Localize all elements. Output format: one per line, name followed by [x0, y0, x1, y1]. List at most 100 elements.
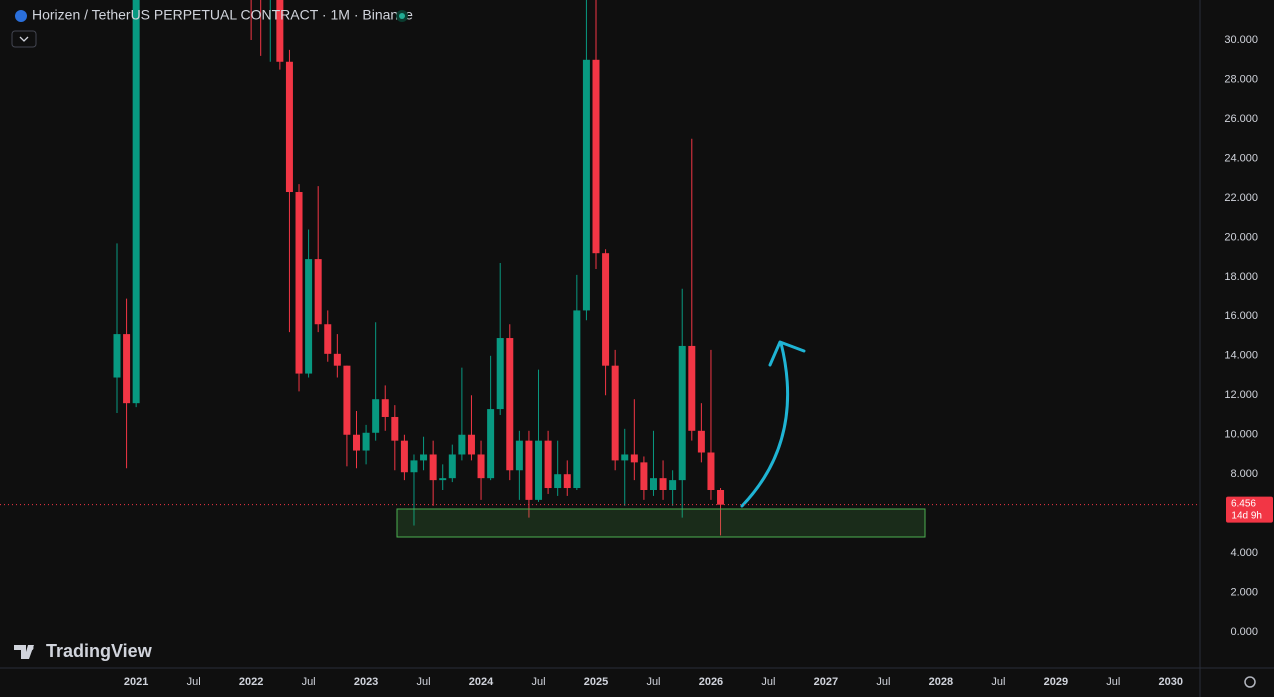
- candle-body: [496, 338, 504, 410]
- candle-body: [113, 334, 121, 378]
- candle-body: [515, 440, 523, 471]
- candle-body: [429, 454, 437, 481]
- price-label-box: [1226, 496, 1273, 523]
- candle-body: [640, 462, 648, 490]
- candle-body: [123, 334, 131, 404]
- candle-body: [372, 399, 380, 433]
- candle-body: [132, 0, 140, 404]
- y-tick-label: 30.000: [1224, 34, 1258, 46]
- candle-body: [582, 59, 590, 311]
- candle-body: [439, 478, 447, 481]
- x-tick-label: 2030: [1159, 676, 1183, 688]
- y-tick-label: 0.000: [1230, 626, 1258, 638]
- candle-body: [295, 192, 303, 374]
- candle-body: [506, 338, 514, 471]
- plot-area: [113, 0, 725, 536]
- candle-body: [400, 440, 408, 473]
- candle-body: [535, 440, 543, 500]
- y-tick-label: 20.000: [1224, 231, 1258, 243]
- x-tick-label: 2024: [469, 676, 494, 688]
- candle-body: [544, 440, 552, 489]
- y-tick-label: 12.000: [1224, 389, 1258, 401]
- candle-body: [333, 353, 341, 366]
- candle-body: [276, 0, 284, 62]
- candle-body: [602, 253, 610, 366]
- x-tick-label: Jul: [1106, 676, 1120, 688]
- candle-body: [563, 474, 571, 489]
- y-tick-label: 28.000: [1224, 73, 1258, 85]
- candle-body: [554, 474, 562, 489]
- y-tick-label: 4.000: [1230, 547, 1258, 559]
- candle-body: [477, 454, 485, 479]
- candle-body: [525, 440, 533, 500]
- candle-body: [707, 452, 715, 490]
- x-tick-label: Jul: [417, 676, 431, 688]
- candle-body: [573, 310, 581, 489]
- y-tick-label: 24.000: [1224, 152, 1258, 164]
- candle-body: [391, 416, 399, 441]
- arrow: [740, 341, 790, 508]
- candle-body: [630, 454, 638, 463]
- candle-body: [324, 324, 332, 354]
- candle-body: [592, 59, 600, 254]
- y-tick-label: 26.000: [1224, 113, 1258, 125]
- candle-body: [362, 432, 370, 451]
- x-tick-label: 2027: [814, 676, 838, 688]
- x-tick-label: 2026: [699, 676, 723, 688]
- x-tick-label: 2022: [239, 676, 263, 688]
- candle-body: [448, 454, 456, 479]
- candle-body: [467, 434, 475, 455]
- watermark: TradingView: [46, 641, 153, 661]
- collapse-button[interactable]: [11, 30, 37, 48]
- y-tick-label: 2.000: [1230, 587, 1258, 599]
- chevron: [19, 36, 29, 42]
- x-tick-label: Jul: [646, 676, 660, 688]
- candle-body: [285, 61, 293, 193]
- x-tick-label: 2025: [584, 676, 608, 688]
- candle-body: [649, 478, 657, 490]
- x-tick-label: Jul: [302, 676, 316, 688]
- x-tick-label: Jul: [187, 676, 201, 688]
- arrow-head: [768, 340, 806, 367]
- y-tick-label: 18.000: [1224, 271, 1258, 283]
- x-tick-label: Jul: [761, 676, 775, 688]
- candle-body: [420, 454, 428, 461]
- y-tick-label: 16.000: [1224, 310, 1258, 322]
- x-tick-label: Jul: [876, 676, 890, 688]
- x-tick-label: 2021: [124, 676, 148, 688]
- candle-body: [305, 259, 313, 374]
- candle-body: [697, 430, 705, 453]
- y-tick-label: 8.000: [1230, 468, 1258, 480]
- candle-body: [343, 365, 351, 435]
- candle-body: [669, 480, 677, 490]
- candle-body: [314, 259, 322, 325]
- candle-body: [678, 345, 686, 481]
- status-dot: [399, 13, 405, 19]
- candle-body: [659, 478, 667, 490]
- candle-body: [688, 345, 696, 431]
- price-label: 6.456: [1231, 498, 1256, 509]
- x-tick-label: Jul: [991, 676, 1005, 688]
- candle-body: [487, 409, 495, 479]
- settings-icon[interactable]: [1244, 676, 1256, 688]
- x-tick-label: 2029: [1044, 676, 1068, 688]
- watermark-logo: [28, 645, 34, 651]
- countdown: 14d 9h: [1231, 510, 1262, 521]
- support-zone: [396, 508, 926, 538]
- symbol-logo: [15, 10, 27, 22]
- candle-body: [381, 399, 389, 417]
- x-tick-label: Jul: [531, 676, 545, 688]
- x-tick-label: 2028: [929, 676, 953, 688]
- y-tick-label: 14.000: [1224, 350, 1258, 362]
- candle-body: [621, 454, 629, 461]
- chart-title: Horizen / TetherUS PERPETUAL CONTRACT · …: [32, 7, 413, 23]
- candle-body: [353, 434, 360, 451]
- y-tick-label: 10.000: [1224, 429, 1258, 441]
- candle-body: [410, 460, 418, 473]
- x-tick-label: 2023: [354, 676, 378, 688]
- candle-body: [458, 434, 466, 455]
- y-tick-label: 22.000: [1224, 192, 1258, 204]
- candle-body: [611, 365, 619, 461]
